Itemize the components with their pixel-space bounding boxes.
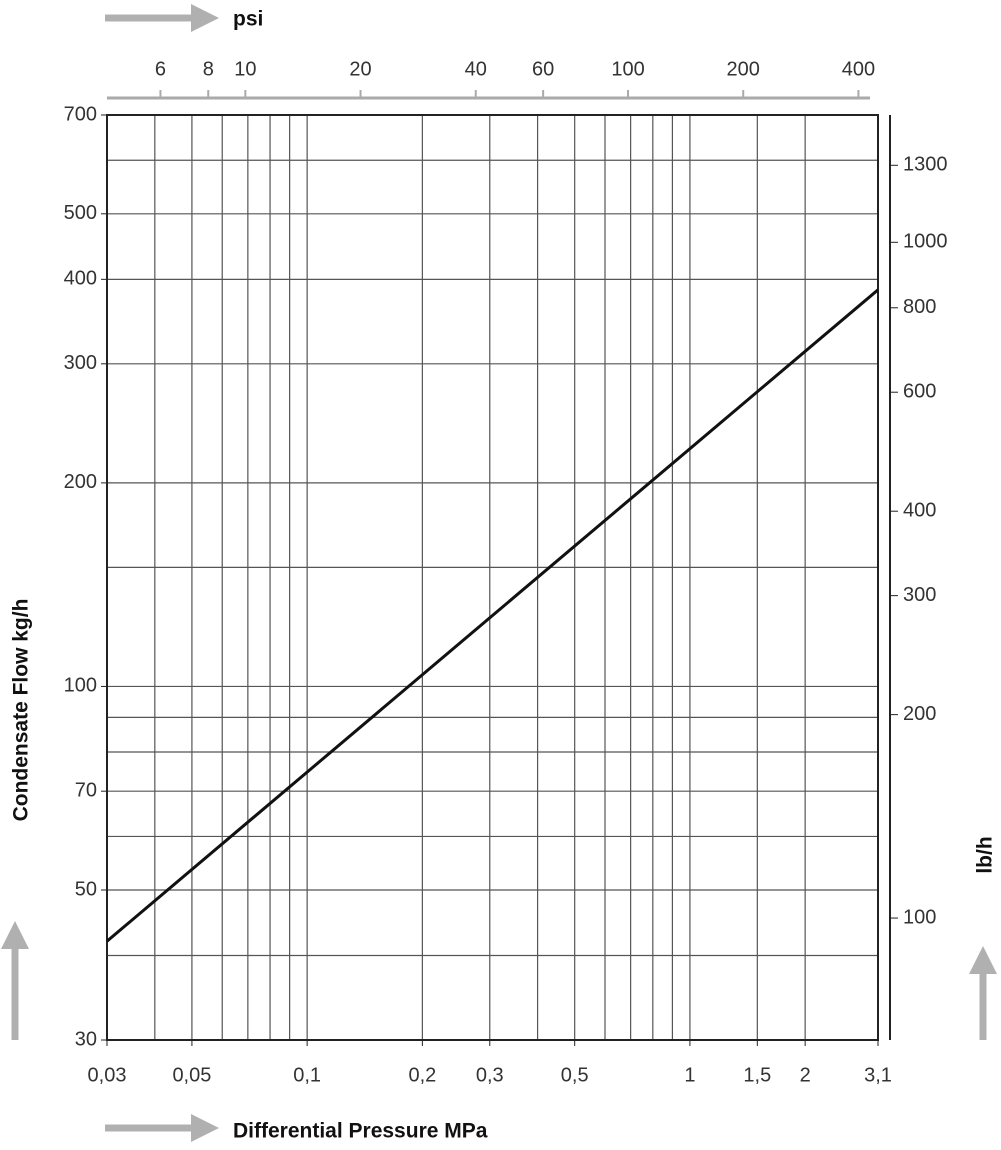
x-axis-title: Differential Pressure MPa: [233, 1120, 488, 1143]
arrows: [1, 4, 997, 1142]
y-tick-label: 300: [64, 352, 97, 374]
y-tick-label: 400: [64, 268, 97, 290]
y-tick-label: 700: [64, 103, 97, 125]
x-tick-label: 0,3: [476, 1064, 504, 1086]
y2-tick-label: 400: [903, 499, 936, 521]
x-tick-label: 1: [684, 1064, 695, 1086]
x-tick-label: 0,1: [293, 1064, 321, 1086]
x2-tick-label: 200: [727, 58, 760, 80]
x-tick-label: 0,5: [561, 1064, 589, 1086]
x-tick-label: 0,05: [172, 1064, 211, 1086]
data-line: [106, 288, 879, 943]
x2-tick-label: 60: [532, 58, 554, 80]
y2-axis-title: lb/h: [974, 836, 997, 873]
y2-tick-label: 300: [903, 584, 936, 606]
x-tick-label: 1,5: [743, 1064, 771, 1086]
y2-tick-label: 800: [903, 296, 936, 318]
x2-tick-label: 100: [611, 58, 644, 80]
y-tick-label: 70: [75, 779, 97, 801]
x-tick-label: 0,2: [408, 1064, 436, 1086]
y-tick-label: 200: [64, 471, 97, 493]
y-tick-label: 50: [75, 878, 97, 900]
y-tick-label: 100: [64, 675, 97, 697]
x2-tick-label: 8: [203, 58, 214, 80]
y2-tick-label: 600: [903, 380, 936, 402]
y-tick-label: 30: [75, 1028, 97, 1050]
x-tick-label: 0,03: [88, 1064, 127, 1086]
x-tick-label: 2: [800, 1064, 811, 1086]
x2-tick-label: 20: [349, 58, 371, 80]
x2-tick-label: 400: [842, 58, 875, 80]
x-tick-label: 3,1: [864, 1064, 892, 1086]
y-axis-title: Condensate Flow kg/h: [10, 599, 33, 822]
y2-tick-label: 100: [903, 906, 936, 928]
x2-tick-label: 6: [155, 58, 166, 80]
y2-tick-label: 1300: [903, 154, 948, 176]
y2-tick-label: 200: [903, 703, 936, 725]
plot-frame: [106, 114, 879, 1041]
x2-tick-label: 40: [465, 58, 487, 80]
y2-tick-label: 1000: [903, 231, 948, 253]
x2-tick-label: 10: [234, 58, 256, 80]
x2-axis-title: psi: [233, 8, 263, 31]
y-tick-label: 500: [64, 202, 97, 224]
